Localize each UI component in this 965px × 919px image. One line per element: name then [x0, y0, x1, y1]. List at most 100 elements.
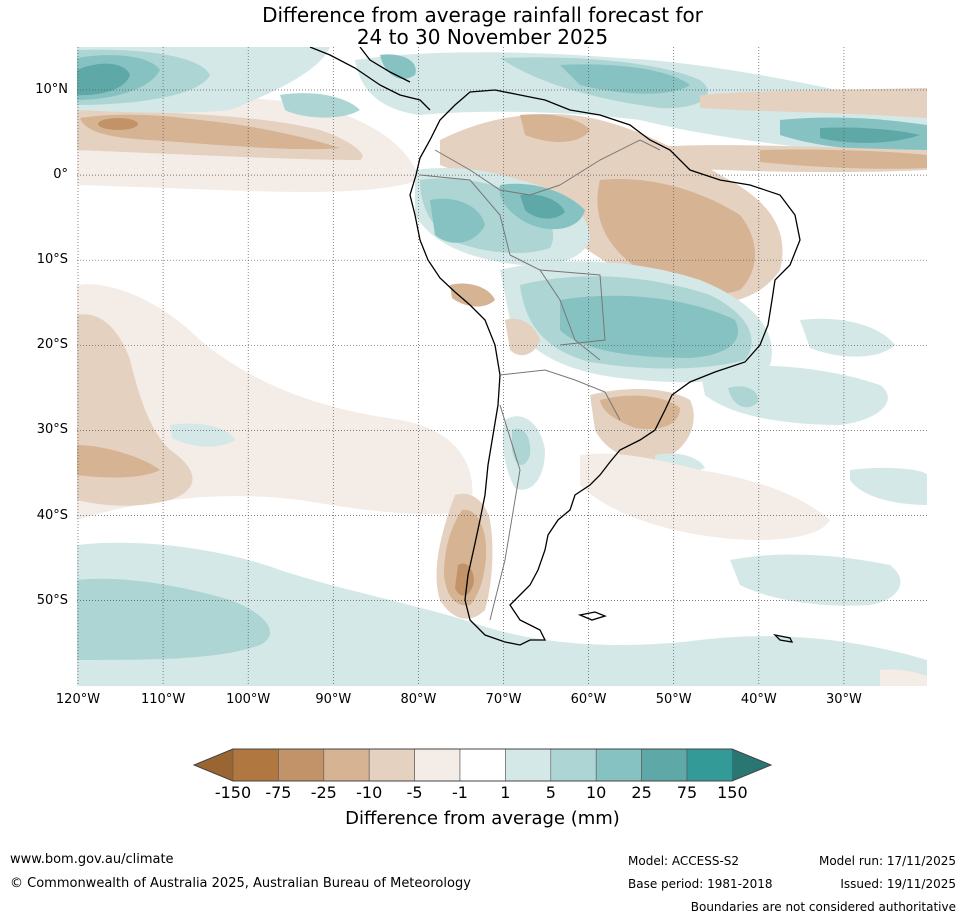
dry-core-pacific	[98, 118, 138, 130]
lat-label: 30°S	[36, 422, 68, 438]
colorbar	[192, 748, 773, 782]
south-america-coast	[409, 89, 801, 646]
colorbar-bins	[232, 748, 733, 782]
colorbar-bin	[368, 748, 415, 782]
border-chile-argentina	[489, 404, 521, 621]
colorbar-outline	[192, 748, 773, 782]
colorbar-bin	[505, 748, 552, 782]
lon-label: 40°W	[740, 692, 777, 707]
lat-label: 10°N	[35, 82, 68, 97]
dry-peru	[450, 283, 495, 307]
wet-atlantic-south	[850, 467, 927, 505]
border-bolivia-brazil	[539, 269, 606, 346]
lon-label: 90°W	[315, 692, 352, 707]
colorbar-tick: 75	[676, 783, 698, 802]
border-colombia	[434, 149, 561, 196]
map-area	[77, 47, 927, 686]
footer-website: www.bom.gov.au/climate	[10, 852, 174, 867]
lat-label: 0°	[53, 167, 68, 183]
wet-central-brazil-3	[560, 295, 738, 358]
dry-se-pacific-core	[77, 445, 160, 478]
colorbar-bin	[550, 748, 597, 782]
dry-patagonia-2	[444, 509, 487, 606]
chart-title: Difference from average rainfall forecas…	[0, 4, 965, 48]
footer-copyright: © Commonwealth of Australia 2025, Austra…	[10, 876, 471, 891]
lon-label: 80°W	[400, 692, 437, 707]
footer-base-period: Base period: 1981-2018	[628, 877, 773, 891]
colorbar-extend-low	[194, 749, 233, 781]
border-peru-bolivia	[509, 254, 601, 361]
colorbar-tick: 25	[631, 783, 652, 802]
colorbar-tick: 10	[586, 783, 607, 802]
lon-label: 70°W	[485, 692, 522, 707]
footer-model-run: Model run: 17/11/2025	[818, 854, 956, 868]
wet-central-amazon-core	[520, 194, 565, 219]
lon-label: 60°W	[570, 692, 607, 707]
south-georgia	[773, 633, 794, 643]
colorbar-tick: -75	[265, 783, 292, 802]
lat-label: 10°S	[36, 252, 68, 268]
colorbar-tick: -5	[406, 783, 423, 802]
border-ecuador-peru	[419, 174, 511, 256]
wet-argentina-core	[512, 428, 531, 466]
colorbar-tick: 5	[545, 783, 556, 802]
wet-south-atlantic	[700, 365, 888, 425]
colorbar-tick: 1	[500, 783, 511, 802]
lat-label: 50°S	[36, 592, 68, 608]
falklands	[577, 611, 607, 621]
lat-label: 40°S	[36, 507, 68, 523]
coastlines	[309, 47, 801, 646]
colorbar-tick: 150	[717, 783, 748, 802]
colorbar-bin	[414, 748, 461, 782]
wet-atlantic-eq-core	[820, 127, 920, 143]
colorbar-tick: -150	[214, 783, 252, 802]
wet-caribbean-3	[560, 64, 690, 94]
title-line-2: 24 to 30 November 2025	[356, 25, 609, 49]
dry-south-atlantic	[580, 453, 830, 540]
wet-pacific-small	[170, 423, 235, 447]
wet-west-amazon-3	[430, 198, 485, 243]
colorbar-bin	[278, 748, 325, 782]
dry-guianas	[520, 114, 590, 142]
footer-issued: Issued: 19/11/2025	[840, 877, 956, 891]
wet-southern-ocean-2	[77, 578, 270, 660]
central-america-coast	[309, 47, 431, 111]
dry-se-corner	[880, 669, 927, 686]
colorbar-bin	[595, 748, 642, 782]
lon-label: 120°W	[55, 692, 101, 707]
colorbar-title: Difference from average (mm)	[345, 808, 620, 829]
colorbar-bin	[459, 748, 506, 782]
dry-bolivia	[505, 318, 540, 356]
footer-disclaimer: Boundaries are not considered authoritat…	[690, 900, 956, 914]
wet-south-atlantic-core	[728, 386, 759, 408]
wet-panama	[280, 93, 360, 118]
colorbar-extend-high	[732, 749, 771, 781]
colorbar-bin	[323, 748, 370, 782]
dry-atlantic-north	[700, 88, 927, 118]
footer-model: Model: ACCESS-S2	[628, 854, 740, 868]
wet-central-america	[380, 54, 416, 79]
lon-label: 50°W	[655, 692, 692, 707]
colorbar-bin	[232, 748, 279, 782]
border-argentina-north	[499, 369, 621, 421]
title-line-1: Difference from average rainfall forecas…	[262, 3, 703, 27]
colorbar-tick: -25	[310, 783, 337, 802]
dry-band-pacific-3	[80, 114, 340, 150]
colorbar-tick: -1	[452, 783, 468, 802]
lon-label: 110°W	[141, 692, 186, 707]
border-venezuela-guianas	[559, 139, 661, 186]
country-borders	[419, 139, 661, 621]
dry-ne-brazil	[597, 179, 755, 294]
lon-label: 100°W	[226, 692, 271, 707]
colorbar-tick: -10	[356, 783, 383, 802]
graticule	[77, 47, 927, 686]
wet-nw-core	[77, 63, 130, 96]
wet-south-atlantic-band	[730, 554, 901, 606]
lat-label: 20°S	[36, 337, 68, 353]
colorbar-bin	[686, 748, 733, 782]
wet-southern-ocean	[77, 542, 927, 686]
anomaly-fields	[77, 47, 927, 686]
colorbar-bin	[641, 748, 688, 782]
lon-label: 30°W	[825, 692, 862, 707]
